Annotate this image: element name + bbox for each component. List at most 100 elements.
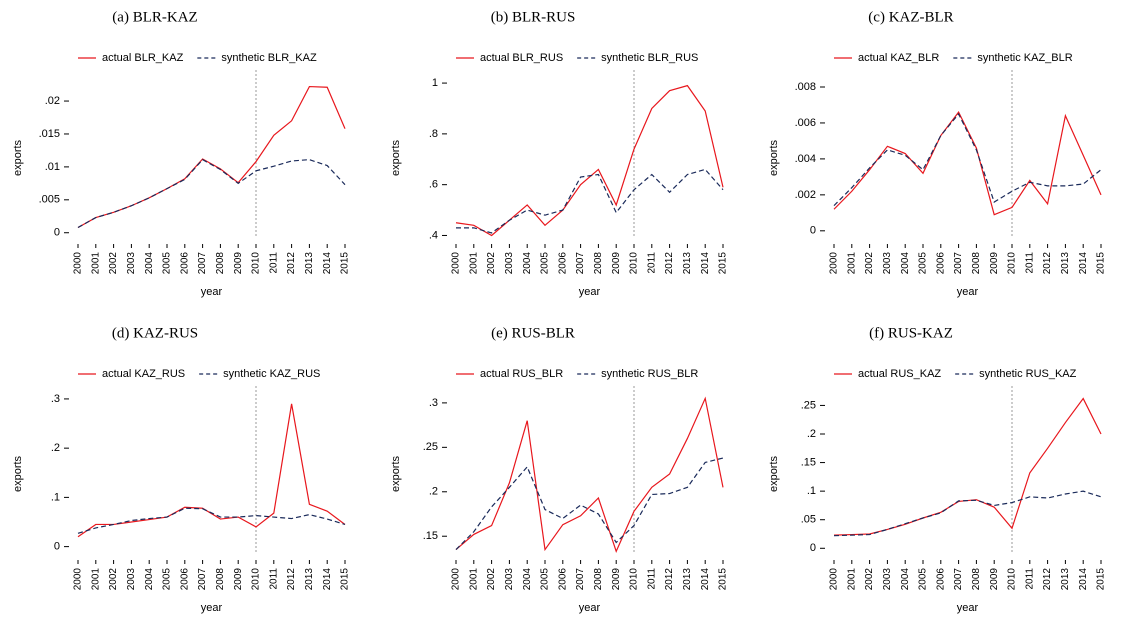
- x-tick-label: 2011: [268, 568, 279, 590]
- x-tick-label: 2010: [251, 568, 262, 591]
- series-line: [833, 397, 1102, 536]
- x-tick-label: 2004: [144, 252, 155, 275]
- x-tick-label: 2013: [304, 252, 315, 275]
- x-tick-label: 2015: [718, 252, 729, 275]
- x-tick-label: 2010: [1007, 568, 1018, 591]
- x-tick-label: 2010: [629, 252, 640, 275]
- series-line: [77, 85, 346, 228]
- x-tick-label: 2004: [522, 568, 533, 591]
- x-tick-label: 2003: [504, 252, 515, 275]
- chart-panel: (a) BLR-KAZ actual BLR_KAZ synthetic BLR_K…: [12, 9, 351, 297]
- x-tick-label: 2007: [953, 568, 964, 591]
- series-line: [77, 507, 346, 534]
- series-line: [833, 112, 1102, 207]
- x-tick-label: 2006: [935, 252, 946, 275]
- x-tick-label: 2000: [73, 252, 84, 275]
- x-tick-label: 2012: [286, 252, 297, 275]
- x-tick-label: 2010: [251, 252, 262, 275]
- x-tick-label: 2002: [486, 568, 497, 591]
- x-axis-label: year: [957, 286, 979, 298]
- y-tick-label: .25: [801, 399, 816, 411]
- x-tick-label: 2000: [829, 252, 840, 275]
- y-axis-label: exports: [12, 139, 24, 176]
- x-tick-label: 2006: [179, 568, 190, 591]
- x-tick-label: 2005: [918, 252, 929, 275]
- y-tick-label: .002: [795, 189, 816, 201]
- x-tick-label: 2004: [900, 568, 911, 591]
- legend-label: actual KAZ_RUS: [102, 368, 185, 380]
- x-tick-label: 2009: [233, 252, 244, 275]
- x-tick-label: 2012: [1042, 568, 1053, 591]
- x-tick-label: 2008: [593, 252, 604, 275]
- x-tick-label: 2002: [108, 252, 119, 275]
- x-tick-label: 2001: [468, 568, 479, 591]
- x-tick-label: 2001: [846, 568, 857, 591]
- y-tick-label: .2: [807, 428, 816, 440]
- y-axis-label: exports: [768, 139, 780, 176]
- x-tick-label: 2000: [829, 568, 840, 591]
- x-tick-label: 2000: [73, 568, 84, 591]
- y-tick-label: .1: [51, 491, 60, 503]
- x-tick-label: 2009: [989, 252, 1000, 275]
- x-tick-label: 2009: [611, 252, 622, 275]
- series-line: [77, 403, 346, 538]
- x-tick-label: 2000: [451, 568, 462, 591]
- x-tick-label: 2006: [557, 568, 568, 591]
- x-tick-label: 2013: [1060, 252, 1071, 275]
- x-tick-label: 2011: [1024, 252, 1035, 274]
- x-tick-label: 2004: [144, 568, 155, 591]
- x-tick-label: 2012: [664, 568, 675, 591]
- x-tick-label: 2013: [304, 568, 315, 591]
- chart-panel: (b) BLR-RUS actual BLR_RUS synthetic BLR_R…: [390, 9, 729, 297]
- x-tick-label: 2013: [1060, 568, 1071, 591]
- y-tick-label: .015: [39, 128, 60, 140]
- x-tick-label: 2015: [340, 568, 351, 591]
- x-axis-label: year: [579, 602, 601, 614]
- y-tick-label: 0: [54, 541, 60, 553]
- y-axis-label: exports: [390, 455, 402, 492]
- x-axis-label: year: [201, 602, 223, 614]
- series-line: [833, 111, 1102, 216]
- x-tick-label: 2013: [682, 252, 693, 275]
- x-tick-label: 2011: [1024, 568, 1035, 590]
- x-tick-label: 2008: [971, 568, 982, 591]
- y-tick-label: .1: [807, 485, 816, 497]
- chart-title: (e) RUS-BLR: [491, 325, 575, 341]
- y-tick-label: 0: [810, 225, 816, 237]
- x-tick-label: 2007: [197, 252, 208, 275]
- x-tick-label: 2005: [162, 568, 173, 591]
- x-tick-label: 2011: [646, 252, 657, 274]
- x-tick-label: 2003: [882, 568, 893, 591]
- x-tick-label: 2014: [1078, 568, 1089, 591]
- legend-label: actual KAZ_BLR: [858, 52, 939, 64]
- x-tick-label: 2003: [126, 568, 137, 591]
- y-tick-label: .15: [423, 530, 438, 542]
- y-tick-label: .8: [429, 128, 438, 140]
- x-tick-label: 2008: [215, 568, 226, 591]
- series-line: [455, 457, 724, 550]
- x-tick-label: 2009: [233, 568, 244, 591]
- x-tick-label: 2003: [504, 568, 515, 591]
- x-axis-label: year: [201, 286, 223, 298]
- x-axis-label: year: [579, 286, 601, 298]
- y-tick-label: 0: [54, 227, 60, 239]
- x-axis-label: year: [957, 602, 979, 614]
- y-tick-label: .3: [429, 397, 438, 409]
- x-tick-label: 2010: [1007, 252, 1018, 275]
- x-tick-label: 2005: [918, 568, 929, 591]
- x-tick-label: 2003: [126, 252, 137, 275]
- x-tick-label: 2007: [575, 568, 586, 591]
- legend-label: synthetic KAZ_RUS: [223, 368, 320, 380]
- x-tick-label: 2002: [108, 568, 119, 591]
- x-tick-label: 2001: [90, 568, 101, 591]
- y-tick-label: .25: [423, 441, 438, 453]
- series-line: [455, 84, 724, 237]
- y-tick-label: .3: [51, 393, 60, 405]
- y-tick-label: .05: [801, 514, 816, 526]
- series-line: [456, 168, 724, 234]
- y-axis-label: exports: [768, 455, 780, 492]
- x-tick-label: 2007: [197, 568, 208, 591]
- chart-panel: (c) KAZ-BLR actual KAZ_BLR synthetic KAZ_B…: [768, 9, 1107, 297]
- x-tick-label: 2006: [935, 568, 946, 591]
- x-tick-label: 2007: [953, 252, 964, 275]
